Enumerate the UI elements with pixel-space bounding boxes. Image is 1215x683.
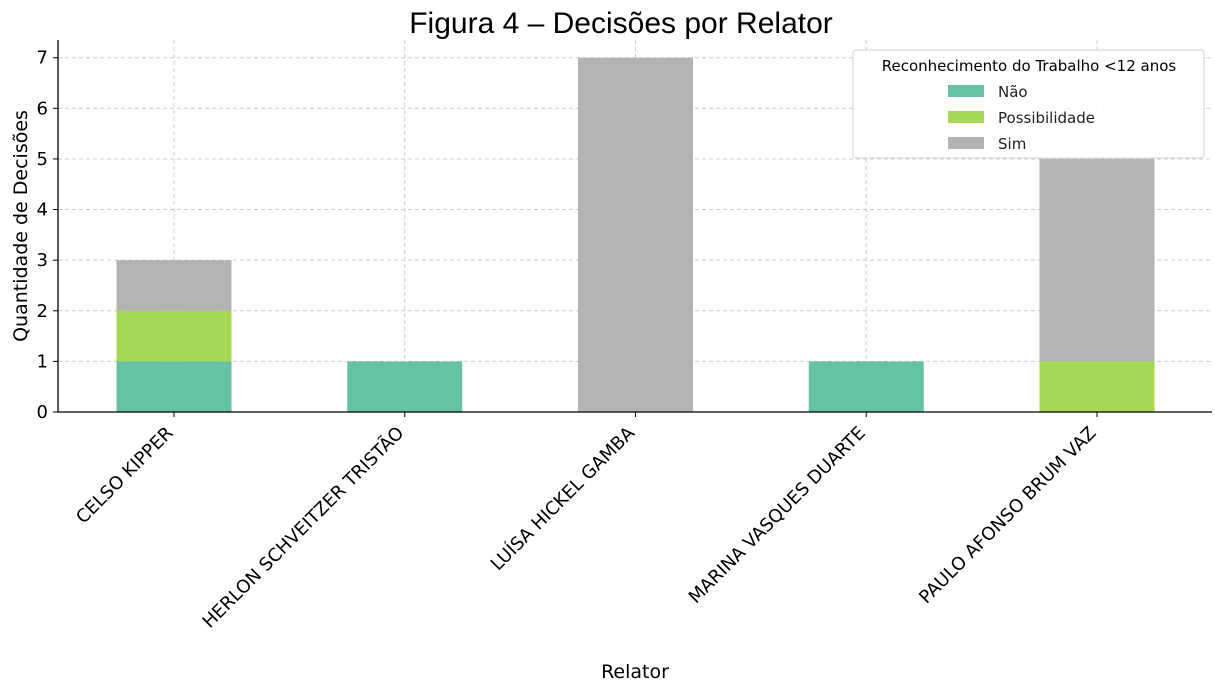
legend: Reconhecimento do Trabalho <12 anos Não P… [852, 49, 1205, 159]
x-category-label: LUÍSA HICKEL GAMBA [486, 421, 639, 574]
bar-segment [116, 310, 232, 362]
legend-label: Possibilidade [998, 109, 1095, 127]
x-category-label: CELSO KIPPER [72, 423, 177, 528]
chart-title: Figura 4 – Decisões por Relator [409, 7, 833, 40]
x-category-label: HERLON SCHVEITZER TRISTÃO [198, 422, 408, 632]
y-tick-label: 1 [37, 351, 48, 372]
y-tick-label: 3 [37, 250, 48, 271]
y-tick-label: 4 [37, 200, 48, 221]
y-axis-label: Quantidade de Decisões [10, 110, 32, 342]
legend-label: Não [998, 83, 1028, 101]
bar-segment [1039, 158, 1155, 362]
x-category-label: PAULO AFONSO BRUM VAZ [915, 423, 1100, 608]
y-tick-label: 5 [37, 149, 48, 170]
bar-segment [1039, 361, 1155, 412]
bar-segment [808, 361, 924, 412]
x-category-label: MARINA VASQUES DUARTE [685, 423, 870, 608]
bar-segment [347, 361, 463, 412]
y-tick-label: 2 [37, 301, 48, 322]
legend-swatch [948, 111, 984, 123]
bar-segment [578, 57, 693, 412]
legend-label: Sim [998, 135, 1026, 153]
legend-title: Reconhecimento do Trabalho <12 anos [882, 57, 1177, 75]
y-tick-label: 7 [37, 48, 48, 69]
legend-swatch [948, 85, 984, 97]
bar-segment [116, 361, 232, 412]
bars-layer [116, 57, 1155, 412]
bar-segment [116, 260, 232, 311]
legend-frame [852, 49, 1205, 159]
y-tick-label: 6 [37, 98, 48, 119]
x-axis-label: Relator [601, 661, 669, 683]
legend-items: Não Possibilidade Sim [948, 83, 1095, 153]
legend-swatch [948, 137, 984, 149]
y-tick-label: 0 [37, 402, 48, 423]
